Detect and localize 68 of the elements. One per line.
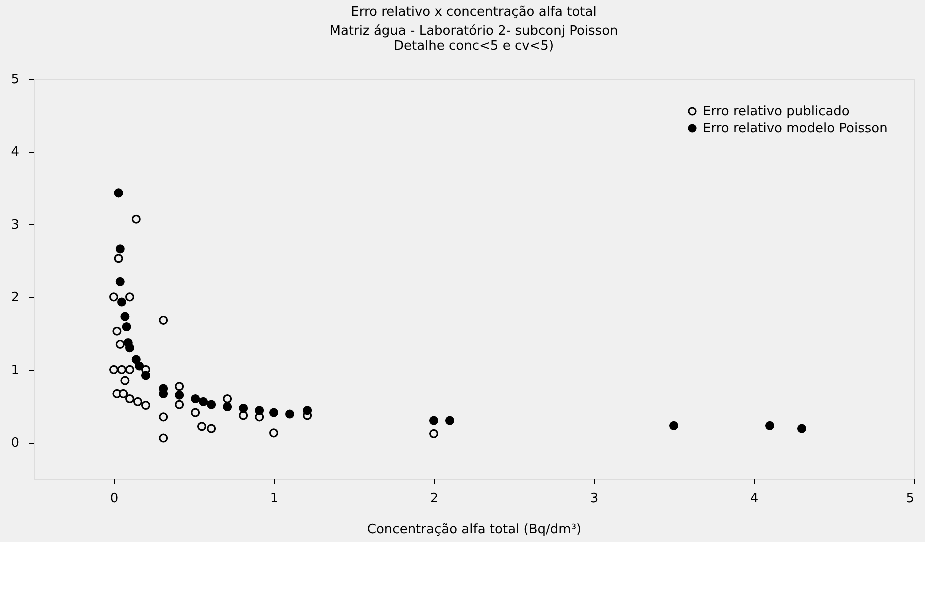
point: [125, 292, 135, 302]
point: [116, 244, 125, 254]
point: [191, 394, 200, 404]
point: [669, 421, 679, 430]
point: [175, 382, 184, 392]
point: [797, 424, 807, 434]
y-tick-label: 2: [11, 290, 20, 306]
x-tick-label: 0: [110, 492, 119, 506]
x-tick-label: 5: [906, 492, 914, 506]
point: [269, 428, 279, 438]
x-tick-label: 1: [270, 492, 279, 506]
point: [125, 365, 135, 374]
point: [141, 371, 151, 380]
point: [175, 390, 184, 400]
chart-subtitle: Matriz água - Laboratório 2- subconj Poisson Detalhe conc<5 e cv<5): [330, 24, 618, 54]
point: [269, 408, 279, 418]
point: [132, 214, 141, 224]
point: [255, 406, 264, 416]
point: [141, 401, 151, 410]
point: [197, 422, 207, 432]
point: [159, 316, 168, 325]
point: [429, 416, 439, 426]
point: [175, 400, 184, 410]
point: [303, 406, 312, 416]
x-axis-title: Concentração alfa total (Bq/dm³): [367, 522, 582, 538]
x-tick-label: 2: [430, 492, 439, 506]
point: [191, 408, 200, 418]
point: [109, 365, 119, 374]
x-tick-label: 4: [750, 492, 759, 506]
point: [114, 254, 124, 264]
point: [207, 424, 216, 434]
point: [125, 394, 135, 404]
point: [199, 397, 208, 406]
legend-label: Erro relativo publicado: [703, 104, 850, 120]
point: [120, 376, 130, 386]
chart-title: Erro relativo x concentração alfa total: [351, 5, 597, 20]
point: [112, 326, 122, 336]
y-tick-label: 4: [11, 145, 20, 160]
point: [116, 340, 125, 349]
point: [223, 394, 232, 404]
y-tick-label: 1: [11, 363, 20, 378]
point: [117, 365, 127, 374]
point: [159, 434, 168, 443]
point: [119, 389, 128, 398]
point: [159, 412, 168, 422]
point: [114, 188, 124, 198]
point: [207, 400, 216, 410]
point: [109, 292, 119, 302]
y-tick-label: 5: [11, 72, 20, 88]
point: [239, 411, 248, 420]
x-tick-label: 3: [590, 492, 599, 506]
point: [223, 402, 232, 412]
point: [445, 416, 455, 426]
point: [135, 362, 144, 371]
point: [117, 298, 127, 307]
point: [133, 397, 143, 406]
point: [122, 322, 132, 332]
point: [120, 312, 130, 322]
y-tick-label: 3: [11, 218, 20, 233]
point: [132, 355, 141, 364]
legend-label: Erro relativo modelo Poisson: [703, 122, 888, 136]
point: [285, 410, 295, 419]
point: [239, 404, 248, 413]
point: [116, 277, 125, 286]
point: [765, 421, 775, 430]
point: [429, 429, 439, 438]
point: [125, 344, 135, 353]
y-tick-label: 0: [11, 436, 20, 452]
